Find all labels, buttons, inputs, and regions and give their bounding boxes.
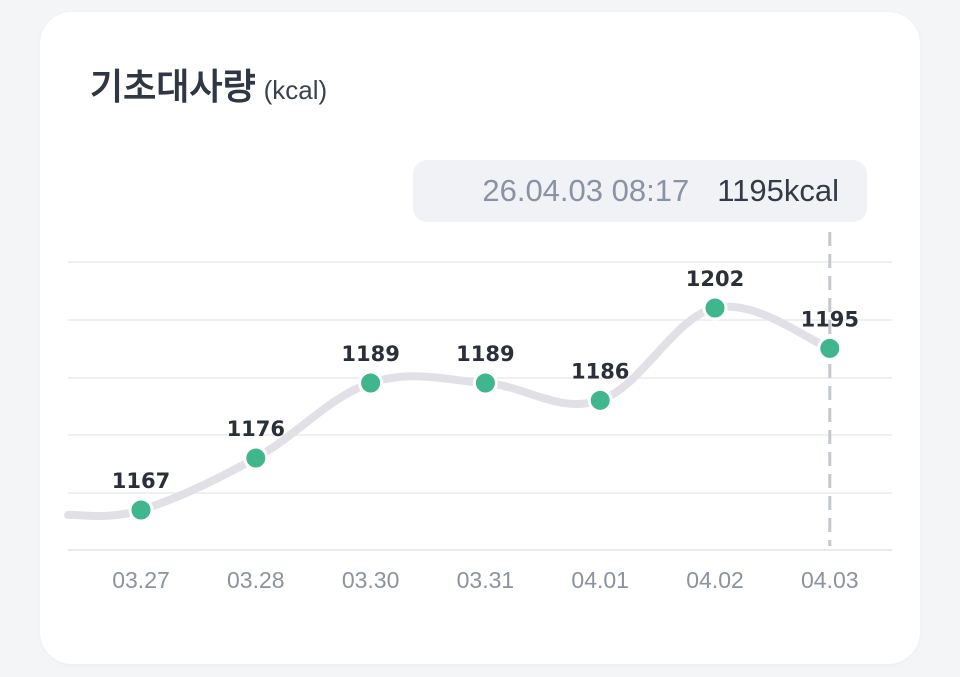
chart-unit: (kcal)	[263, 75, 328, 105]
data-point[interactable]	[243, 445, 269, 471]
chart-card	[40, 12, 920, 664]
data-label: 1189	[456, 342, 514, 366]
value-tooltip: 26.04.03 08:17 1195kcal	[413, 160, 867, 222]
data-point[interactable]	[358, 370, 384, 396]
data-point[interactable]	[587, 387, 613, 413]
x-tick-label: 03.27	[112, 567, 170, 593]
data-label: 1176	[227, 417, 285, 441]
chart-title-text: 기초대사량	[90, 67, 256, 108]
x-tick-label: 04.02	[686, 567, 744, 593]
x-tick-label: 03.28	[227, 567, 285, 593]
chart-title: 기초대사량 (kcal)	[90, 58, 327, 110]
data-point[interactable]	[817, 335, 843, 361]
tooltip-value: 1195kcal	[717, 173, 839, 208]
x-tick-label: 04.01	[571, 567, 629, 593]
data-point[interactable]	[472, 370, 498, 396]
series-line	[64, 302, 834, 521]
x-tick-label: 04.03	[801, 567, 859, 593]
data-point[interactable]	[128, 497, 154, 523]
data-label: 1167	[112, 469, 170, 493]
data-point[interactable]	[702, 295, 728, 321]
tooltip-timestamp: 26.04.03 08:17	[482, 173, 690, 208]
x-tick-label: 03.30	[342, 567, 400, 593]
data-label: 1189	[341, 342, 399, 366]
data-label: 1195	[801, 307, 859, 331]
data-label: 1186	[571, 359, 629, 383]
data-label: 1202	[686, 267, 744, 291]
x-tick-label: 03.31	[457, 567, 515, 593]
